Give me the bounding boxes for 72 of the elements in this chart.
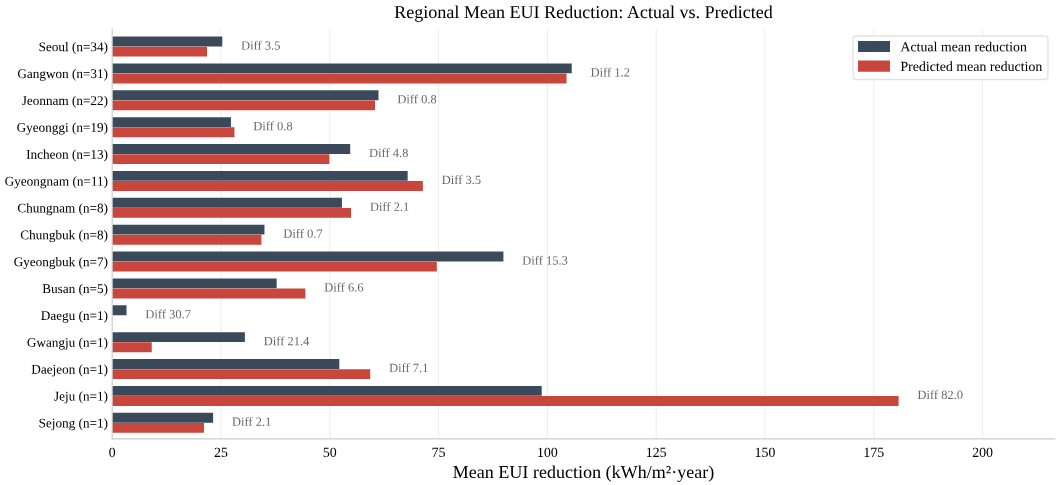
annotation: Diff 6.6 <box>324 282 364 292</box>
bar <box>112 369 371 380</box>
y-tick-label: Gangwon (n=31) <box>17 68 108 81</box>
bar <box>112 396 899 406</box>
annotation: Diff 3.5 <box>442 175 481 185</box>
y-tick-label: Daejeon (n=1) <box>31 364 108 377</box>
bar <box>112 73 567 84</box>
annotation: Diff 30.7 <box>145 309 191 319</box>
bar <box>112 144 351 154</box>
y-tick-label: Gwangju (n=1) <box>27 337 108 350</box>
annotation: Diff 1.2 <box>590 67 630 77</box>
bar <box>112 170 408 181</box>
x-tick-label: 75 <box>432 447 445 458</box>
y-tick-label: Chungbuk (n=8) <box>20 230 108 243</box>
bar <box>112 46 208 57</box>
bar <box>112 422 204 433</box>
annotation: Diff 0.8 <box>397 94 437 104</box>
bar <box>112 100 376 111</box>
bar <box>112 63 572 74</box>
x-tick-label: 25 <box>214 447 228 458</box>
bar <box>112 197 342 208</box>
chart-title: Regional Mean EUI Reduction: Actual vs. Predicted <box>394 5 773 22</box>
y-tick-label: Gyeongbuk (n=7) <box>14 256 108 269</box>
y-tick-label: Gyeonggi (n=19) <box>17 122 108 135</box>
x-tick-label: 150 <box>755 447 775 458</box>
annotation: Diff 2.1 <box>232 417 271 426</box>
y-tick-label: Gyeongnam (n=11) <box>5 176 108 189</box>
bar <box>112 207 352 218</box>
bar <box>112 90 379 101</box>
bar <box>112 154 330 165</box>
x-tick-label: 100 <box>538 447 558 458</box>
bar <box>112 342 152 353</box>
bar <box>112 181 423 191</box>
annotation: Diff 2.1 <box>370 202 409 211</box>
x-axis-title: Mean EUI reduction (kWh/m²·year) <box>453 465 714 482</box>
y-tick-label: Seoul (n=34) <box>39 41 108 54</box>
annotation: Diff 82.0 <box>917 390 963 400</box>
x-tick-label: 0 <box>109 447 116 458</box>
bar <box>112 127 235 138</box>
legend-label: Actual mean reduction <box>900 41 1027 52</box>
x-tick-label: 125 <box>646 447 667 458</box>
bar <box>112 261 437 272</box>
annotation: Diff 7.1 <box>389 363 428 373</box>
annotation: Diff 15.3 <box>522 255 568 265</box>
bar <box>112 234 262 245</box>
bar <box>112 288 306 299</box>
bar <box>112 117 231 128</box>
bar <box>112 332 245 343</box>
y-tick-label: Chungnam (n=8) <box>17 203 108 216</box>
y-tick-label: Daegu (n=1) <box>41 310 108 323</box>
annotation: Diff 4.8 <box>369 148 408 158</box>
bar <box>112 305 127 316</box>
x-tick-label: 50 <box>323 447 337 458</box>
bar <box>112 251 504 262</box>
y-tick-label: Busan (n=5) <box>42 283 108 296</box>
annotation: Diff 21.4 <box>264 336 310 346</box>
bar <box>112 224 265 235</box>
bar <box>112 385 542 396</box>
x-tick-label: 175 <box>864 447 884 458</box>
bar <box>112 412 214 423</box>
y-tick-label: Sejong (n=1) <box>39 418 108 431</box>
y-tick-label: Jeonnam (n=22) <box>22 95 108 108</box>
x-tick-label: 200 <box>972 447 993 458</box>
annotation: Diff 3.5 <box>241 40 280 50</box>
y-tick-label: Jeju (n=1) <box>54 391 108 404</box>
annotation: Diff 0.8 <box>253 121 293 131</box>
legend-label: Predicted mean reduction <box>900 61 1043 72</box>
y-tick-label: Incheon (n=13) <box>26 149 108 162</box>
bar <box>112 278 277 289</box>
bar <box>112 359 340 369</box>
annotation: Diff 0.7 <box>283 228 323 238</box>
bar <box>112 36 223 47</box>
